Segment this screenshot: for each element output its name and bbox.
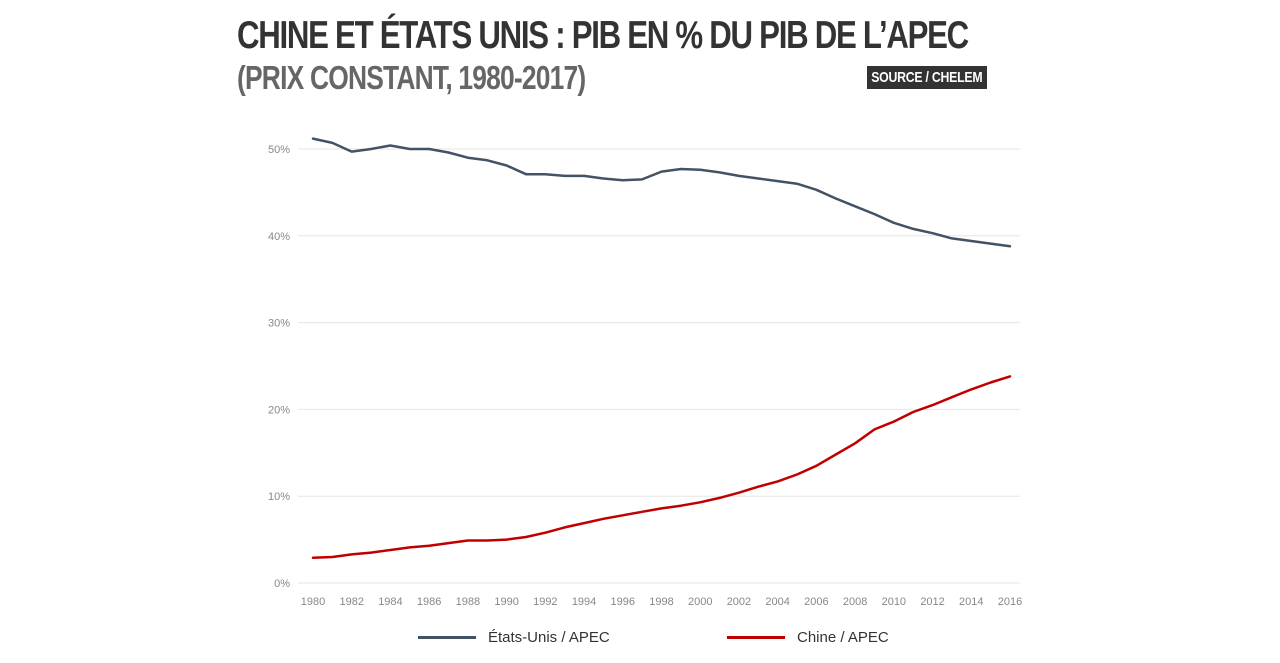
x-tick-label: 1990 (494, 596, 518, 608)
x-tick-label: 2014 (959, 596, 983, 608)
legend-item-us: États-Unis / APEC (418, 624, 610, 650)
x-tick-label: 2004 (765, 596, 789, 608)
source-badge: SOURCE / CHELEM (867, 66, 987, 89)
x-tick-label: 1998 (649, 596, 673, 608)
x-tick-label: 1994 (572, 596, 596, 608)
legend-label-china: Chine / APEC (797, 628, 889, 646)
x-axis: 1980 1982 1984 1986 1988 1990 1992 1994 1996 1998… (301, 596, 1022, 608)
x-tick-label: 1980 (301, 596, 325, 608)
series-line-china (311, 375, 1012, 560)
x-tick-label: 2002 (727, 596, 751, 608)
y-tick-label: 40% (268, 231, 290, 243)
x-tick-label: 2010 (882, 596, 906, 608)
y-tick-label: 50% (268, 144, 290, 156)
x-tick-label: 1996 (611, 596, 635, 608)
legend-label-us: États-Unis / APEC (488, 628, 610, 646)
legend-swatch-china (727, 635, 785, 639)
y-tick-label: 10% (268, 491, 290, 503)
x-tick-label: 1984 (378, 596, 402, 608)
gridlines (298, 148, 1020, 584)
x-tick-label: 1986 (417, 596, 441, 608)
series-line-us (311, 137, 1012, 248)
x-tick-label: 1982 (339, 596, 363, 608)
legend: États-Unis / APEC Chine / APEC (0, 624, 1280, 650)
legend-swatch-us (418, 635, 476, 639)
chart-subtitle: (PRIX CONSTANT, 1980-2017) (237, 59, 586, 96)
x-tick-label: 2012 (920, 596, 944, 608)
x-tick-label: 1992 (533, 596, 557, 608)
x-tick-label: 2008 (843, 596, 867, 608)
source-label: SOURCE / CHELEM (871, 69, 983, 86)
series-lines (311, 137, 1012, 560)
x-tick-label: 2000 (688, 596, 712, 608)
y-tick-label: 30% (268, 318, 290, 330)
y-tick-label: 20% (268, 404, 290, 416)
y-tick-label: 0% (274, 578, 290, 590)
legend-item-china: Chine / APEC (727, 624, 889, 650)
x-tick-label: 2006 (804, 596, 828, 608)
y-axis: 0% 10% 20% 30% 40% 50% (268, 144, 290, 590)
x-tick-label: 2016 (998, 596, 1022, 608)
x-tick-label: 1988 (456, 596, 480, 608)
